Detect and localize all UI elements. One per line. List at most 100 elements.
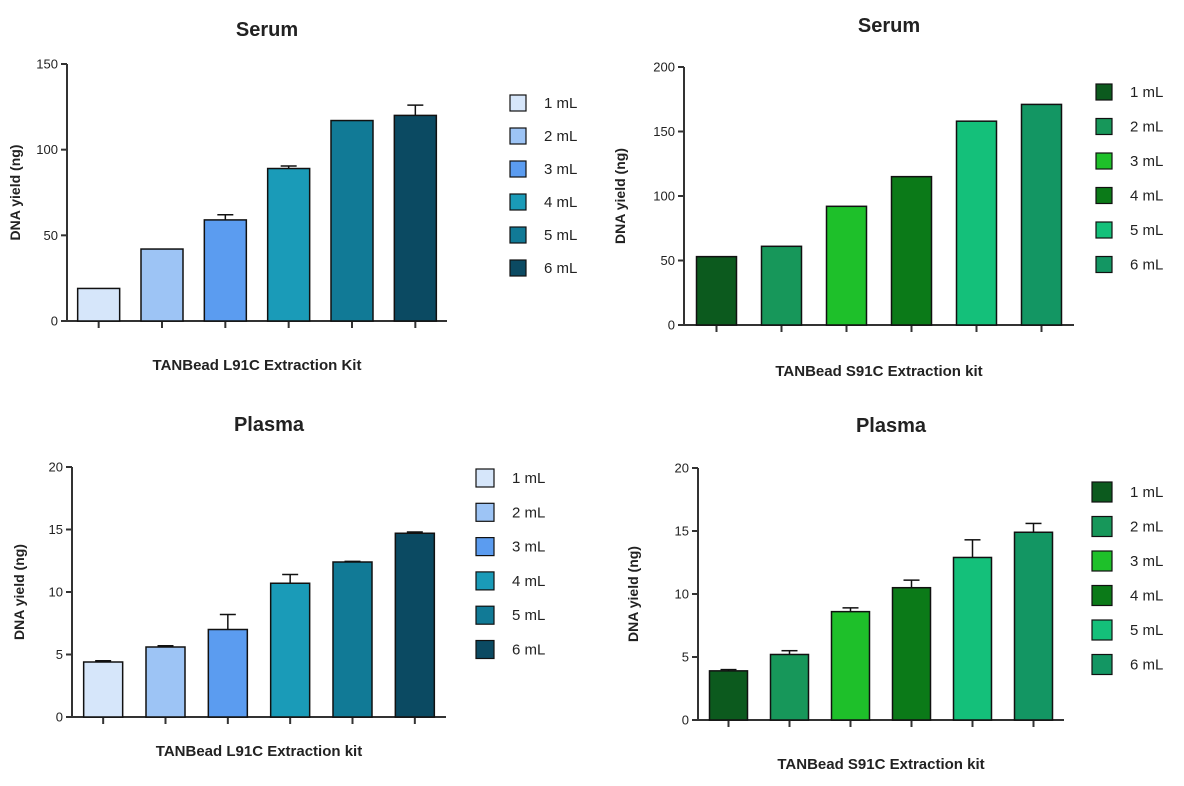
bar-3: [825, 205, 868, 326]
y-tick-label: 15: [49, 522, 63, 537]
legend-label: 3 mL: [1130, 153, 1163, 170]
legend-swatch: [509, 127, 527, 145]
legend-swatch: [475, 502, 495, 522]
chart-serum-s91c: Serum DNA yield (ng) TANBead S91C Extracti…: [612, 15, 1163, 380]
legend-label: 2 mL: [1130, 119, 1163, 136]
y-tick-label: 100: [653, 189, 675, 204]
chart-plasma-l91c: Plasma DNA yield (ng) TANBead L91C Extract…: [11, 414, 545, 760]
bar-2: [140, 248, 184, 322]
legend-swatch: [509, 226, 527, 244]
legend-label: 3 mL: [512, 539, 545, 556]
y-tick-label: 20: [49, 460, 63, 475]
legend-swatch: [1091, 515, 1113, 538]
bar-2: [760, 245, 803, 326]
legend-swatch: [1091, 584, 1113, 607]
legend-label: 2 mL: [1130, 519, 1163, 536]
legend-swatch: [475, 571, 495, 591]
legend-label: 1 mL: [1130, 484, 1163, 501]
legend-swatch: [1095, 221, 1113, 239]
legend-swatch: [475, 468, 495, 488]
legend-swatch: [1091, 619, 1113, 641]
bar-6: [1013, 531, 1054, 721]
legend-label: 5 mL: [544, 227, 577, 244]
y-tick-label: 20: [675, 461, 689, 476]
legend-swatch: [509, 160, 527, 178]
bar-6: [1020, 103, 1063, 326]
legend-label: 1 mL: [512, 470, 545, 487]
y-tick-label: 0: [682, 713, 689, 728]
bar-3: [203, 219, 248, 322]
chart-plasma-s91c: Plasma DNA yield (ng) TANBead S91C Extract…: [625, 415, 1163, 773]
legend-label: 5 mL: [1130, 222, 1163, 239]
y-tick-label: 15: [675, 524, 689, 539]
legend-swatch: [1091, 481, 1113, 503]
y-axis-label: DNA yield (ng): [612, 148, 628, 244]
legend-label: 6 mL: [544, 260, 577, 277]
legend-swatch: [475, 537, 495, 557]
y-axis-label: DNA yield (ng): [11, 544, 27, 640]
legend-swatch: [509, 94, 527, 112]
bar-6: [393, 114, 438, 322]
legend-swatch: [1095, 255, 1113, 274]
legend-swatch: [475, 639, 495, 660]
legend-label: 1 mL: [544, 95, 577, 112]
bar-1: [708, 670, 749, 721]
bar-4: [891, 586, 932, 721]
bar-5: [330, 119, 374, 322]
legend-label: 2 mL: [512, 504, 545, 521]
bar-1: [695, 255, 738, 326]
x-axis-label: TANBead S91C Extraction kit: [777, 756, 984, 773]
y-tick-label: 5: [56, 647, 63, 662]
chart-title: Plasma: [234, 414, 305, 436]
y-tick-label: 0: [51, 314, 58, 329]
legend-label: 1 mL: [1130, 84, 1163, 101]
legend-swatch: [1091, 653, 1113, 676]
y-tick-label: 200: [653, 60, 675, 75]
legend-label: 6 mL: [1130, 657, 1163, 674]
y-tick-label: 0: [668, 318, 675, 333]
bar-1: [82, 661, 124, 718]
bar-4: [269, 582, 311, 718]
bar-4: [266, 167, 311, 322]
x-axis-label: TANBead S91C Extraction kit: [775, 363, 982, 380]
legend-swatch: [509, 259, 527, 277]
legend-label: 4 mL: [1130, 588, 1163, 605]
bar-3: [207, 628, 249, 718]
y-tick-label: 150: [36, 57, 58, 72]
y-axis-label: DNA yield (ng): [625, 546, 641, 642]
y-tick-label: 100: [36, 142, 58, 157]
legend-swatch: [1095, 83, 1113, 101]
legend-label: 3 mL: [544, 161, 577, 178]
legend-label: 3 mL: [1130, 553, 1163, 570]
bar-3: [830, 610, 871, 721]
chart-title: Serum: [858, 15, 920, 37]
y-tick-label: 0: [56, 710, 63, 725]
y-axis-label: DNA yield (ng): [7, 145, 23, 241]
y-tick-label: 10: [49, 585, 63, 600]
legend-label: 6 mL: [1130, 257, 1163, 274]
chart-serum-l91c: Serum DNA yield (ng) TANBead L91C Extracti…: [7, 19, 577, 374]
chart-title: Serum: [236, 19, 298, 41]
legend-swatch: [475, 605, 495, 625]
bar-5: [332, 561, 373, 718]
chart-title: Plasma: [856, 415, 927, 437]
legend-label: 4 mL: [544, 194, 577, 211]
legend-label: 2 mL: [544, 128, 577, 145]
bar-2: [769, 653, 810, 721]
legend-swatch: [1095, 152, 1113, 170]
y-tick-label: 10: [675, 587, 689, 602]
y-tick-label: 50: [44, 228, 58, 243]
bar-5: [955, 120, 998, 326]
bar-6: [394, 532, 436, 718]
x-axis-label: TANBead L91C Extraction kit: [156, 743, 362, 760]
y-tick-label: 50: [661, 253, 675, 268]
legend-swatch: [1091, 550, 1113, 572]
bar-4: [890, 175, 933, 326]
bar-1: [76, 287, 121, 322]
y-tick-label: 150: [653, 124, 675, 139]
legend-label: 4 mL: [1130, 188, 1163, 205]
legend-label: 4 mL: [512, 573, 545, 590]
bar-5: [952, 556, 993, 721]
bar-2: [145, 646, 186, 718]
legend-swatch: [1095, 117, 1113, 136]
